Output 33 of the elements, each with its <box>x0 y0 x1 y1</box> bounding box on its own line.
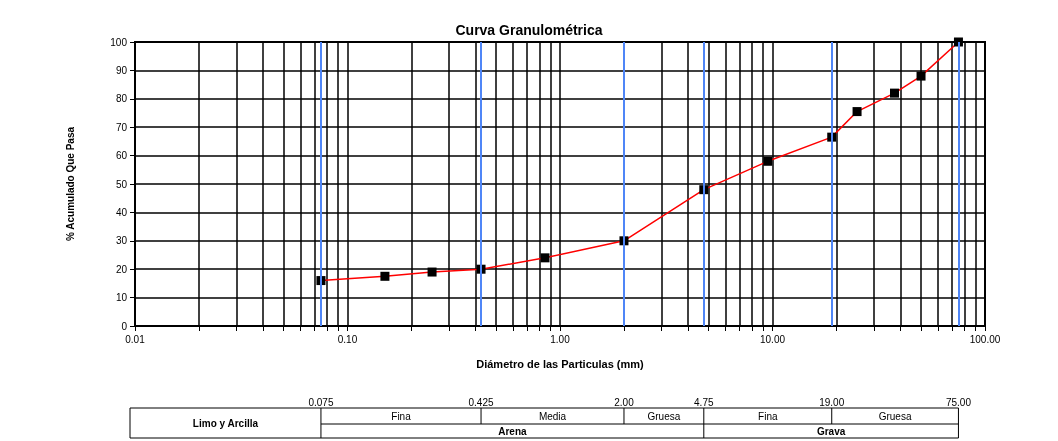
text: Grava <box>816 425 846 437</box>
text: Media <box>538 410 567 422</box>
y-tick-label: 70 <box>115 121 128 133</box>
y-tick-label: 60 <box>115 150 128 162</box>
text: Gruesa <box>878 410 912 422</box>
y-tick-label: 100 <box>110 36 128 48</box>
y-tick-label: 30 <box>115 235 128 247</box>
y-tick-label: 50 <box>115 178 128 190</box>
x-tick-label: 0.10 <box>337 333 358 345</box>
y-tick-label: 10 <box>115 292 128 304</box>
x-tick-label: 0.01 <box>125 333 146 345</box>
text: Arena <box>498 425 527 437</box>
text: 19.00 <box>819 396 845 408</box>
chart-title: Curva Granulométrica <box>455 22 603 38</box>
text: 0.425 <box>468 396 494 408</box>
text: 75.00 <box>945 396 972 408</box>
y-tick-label: 80 <box>115 93 128 105</box>
y-tick-label: 40 <box>115 206 128 218</box>
y-axis-title: % Acumulado Que Pasa <box>64 126 76 242</box>
x-tick-label: 1.00 <box>550 333 571 345</box>
y-tick-label: 20 <box>115 263 128 275</box>
y-tick-label: 90 <box>115 64 128 76</box>
x-tick-label: 100.00 <box>969 333 1001 345</box>
text: Limo y Arcilla <box>192 417 259 429</box>
x-axis-title: Diámetro de las Particulas (mm) <box>476 357 645 370</box>
y-tick-label: 0 <box>121 320 128 332</box>
text: 2.00 <box>614 396 635 408</box>
text: 4.75 <box>694 396 714 408</box>
text: Gruesa <box>647 410 681 422</box>
x-tick-label: 10.00 <box>759 333 786 345</box>
text: Fina <box>758 410 778 422</box>
text: Fina <box>391 410 412 422</box>
text: 0.075 <box>308 396 334 408</box>
